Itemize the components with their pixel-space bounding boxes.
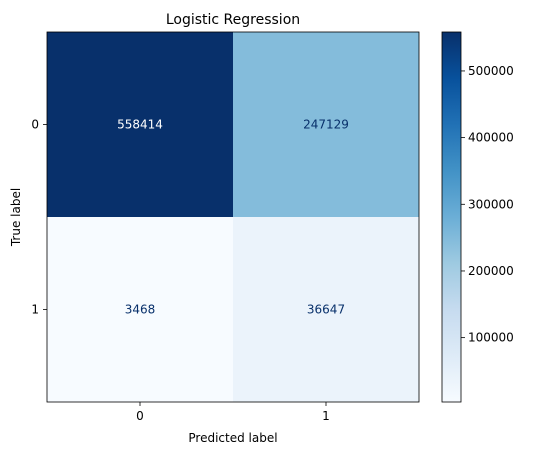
y-tick-label: 0: [31, 118, 39, 132]
colorbar-tick-label: 200000: [468, 264, 514, 278]
colorbar-tick-label: 500000: [468, 64, 514, 78]
colorbar: [441, 31, 462, 403]
cell-value-label-1-0: 3468: [125, 303, 156, 317]
heatmap-cell-0-0: [47, 32, 233, 217]
colorbar-tick-label: 400000: [468, 131, 514, 145]
cell-value-label-1-1: 36647: [307, 303, 345, 317]
y-tick-label: 1: [31, 303, 39, 317]
y-axis-label: True label: [9, 188, 23, 247]
y-axis: 01: [31, 118, 47, 317]
heatmap-cells: [47, 32, 419, 402]
heatmap-cell-1-1: [233, 217, 419, 402]
x-tick-label: 0: [136, 409, 144, 423]
cell-value-label-0-1: 247129: [303, 118, 349, 132]
colorbar-tick-label: 300000: [468, 197, 514, 211]
chart-title: Logistic Regression: [166, 12, 300, 28]
heatmap-cell-1-0: [47, 217, 233, 402]
plot-frame: [46, 31, 420, 403]
cell-value-label-0-0: 558414: [117, 118, 163, 132]
colorbar-ticks: 100000 200000 300000 400000 500000: [461, 64, 514, 345]
x-tick-label: 1: [322, 409, 330, 423]
heatmap-cell-labels: 558414 247129 3468 36647: [117, 118, 349, 317]
x-axis-label: Predicted label: [188, 431, 277, 445]
heatmap-cell-0-1: [233, 32, 419, 217]
colorbar-tick-label: 100000: [468, 331, 514, 345]
